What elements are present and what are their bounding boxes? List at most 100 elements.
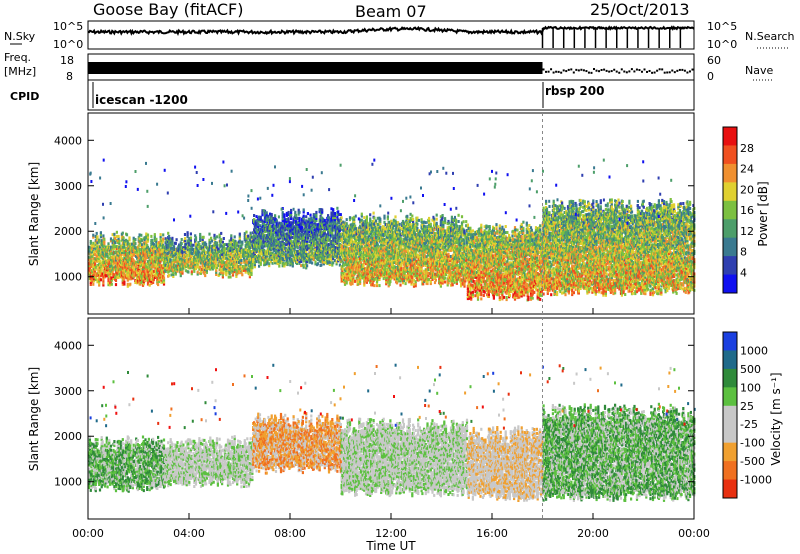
echo-cell <box>306 264 308 267</box>
cpid-segment-2: rbsp 200 <box>545 84 604 98</box>
nave-point <box>664 72 666 74</box>
echo-cell <box>307 237 309 240</box>
echo-cell <box>94 222 96 225</box>
echo-cell <box>301 226 303 229</box>
echo-cell <box>250 232 252 235</box>
echo-cell <box>320 263 322 266</box>
echo-cell <box>116 231 118 234</box>
echo-cell <box>223 237 225 240</box>
nave-point <box>638 69 640 71</box>
echo-cell <box>378 284 380 287</box>
nave-point <box>585 70 587 72</box>
echo-cell <box>103 238 105 241</box>
echo-cell <box>276 219 278 222</box>
nave-point <box>661 68 663 70</box>
freq-trace <box>88 62 693 74</box>
echo-cell <box>162 238 164 241</box>
nave-point <box>616 71 618 73</box>
nave-point <box>633 70 635 72</box>
echo-cell <box>220 232 222 235</box>
nave-point <box>641 71 643 73</box>
nsky-label: N.Sky <box>4 30 36 43</box>
nave-point <box>578 69 580 71</box>
nave-point <box>611 70 613 72</box>
echo-cell <box>190 237 192 240</box>
echo-cell <box>259 197 261 200</box>
nave-point <box>573 71 575 73</box>
echo-cell <box>128 236 130 239</box>
echo-cell <box>190 232 192 235</box>
nave-point <box>558 71 560 73</box>
nave-point <box>679 69 681 71</box>
echo-cell <box>245 231 247 234</box>
echo-cell <box>294 211 296 214</box>
echo-cell <box>99 177 101 180</box>
echo-cell <box>278 215 280 218</box>
echo-cell <box>211 182 213 185</box>
echo-cell <box>167 192 169 195</box>
echo-cell <box>328 188 330 191</box>
nave-point <box>676 70 678 72</box>
nave-point <box>553 72 555 74</box>
echo-cell <box>208 233 210 236</box>
echo-cell <box>340 164 342 167</box>
echo-cell <box>226 184 228 187</box>
nave-point <box>598 70 600 72</box>
echo-cell <box>92 242 94 245</box>
echo-cell <box>181 238 183 241</box>
freq-tick-low: 8 <box>66 70 73 83</box>
echo-cell <box>241 241 243 244</box>
nave-point <box>669 71 671 73</box>
echo-cell <box>283 213 285 216</box>
power-plot <box>88 159 695 302</box>
echo-cell <box>211 240 213 243</box>
echo-cell <box>110 202 112 205</box>
echo-cell <box>167 232 169 235</box>
echo-cell <box>307 212 309 215</box>
echo-cell <box>90 180 92 183</box>
echo-cell <box>125 185 127 188</box>
nave-point <box>674 71 676 73</box>
echo-cell <box>242 214 244 217</box>
nave-point <box>671 70 673 72</box>
nave-point <box>651 72 653 74</box>
nave-point <box>601 69 603 71</box>
echo-cell <box>336 207 338 210</box>
echo-cell <box>332 208 334 211</box>
echo-cell <box>199 233 201 236</box>
echo-cell <box>143 270 145 273</box>
nave-point <box>606 70 608 72</box>
nave-point <box>568 69 570 71</box>
echo-cell <box>274 214 276 217</box>
echo-cell <box>253 214 255 217</box>
nave-point <box>654 72 656 74</box>
echo-cell <box>349 216 351 219</box>
echo-cell <box>160 233 162 236</box>
echo-cell <box>90 240 92 243</box>
nave-point <box>631 68 633 70</box>
echo-cell <box>100 278 102 281</box>
echo-cell <box>239 233 241 236</box>
echo-cell <box>229 276 231 279</box>
echo-cell <box>247 199 249 202</box>
echo-cell <box>317 262 319 265</box>
nave-point <box>580 69 582 71</box>
nave-point <box>623 71 625 73</box>
echo-cell <box>363 216 365 219</box>
echo-cell <box>103 159 105 162</box>
echo-cell <box>337 210 339 213</box>
nave-point <box>593 68 595 70</box>
echo-cell <box>164 169 166 172</box>
nsky-tick-high: 10^5 <box>53 20 83 33</box>
echo-cell <box>203 236 205 239</box>
echo-cell <box>373 212 375 215</box>
echo-cell <box>303 264 305 267</box>
nsky-panel <box>88 21 694 49</box>
nave-point <box>659 68 661 70</box>
echo-cell <box>369 213 371 216</box>
nsearch-tick-low: 10^0 <box>707 38 737 51</box>
echo-cell <box>287 261 289 264</box>
echo-cell <box>163 277 165 280</box>
echo-cell <box>303 193 305 196</box>
